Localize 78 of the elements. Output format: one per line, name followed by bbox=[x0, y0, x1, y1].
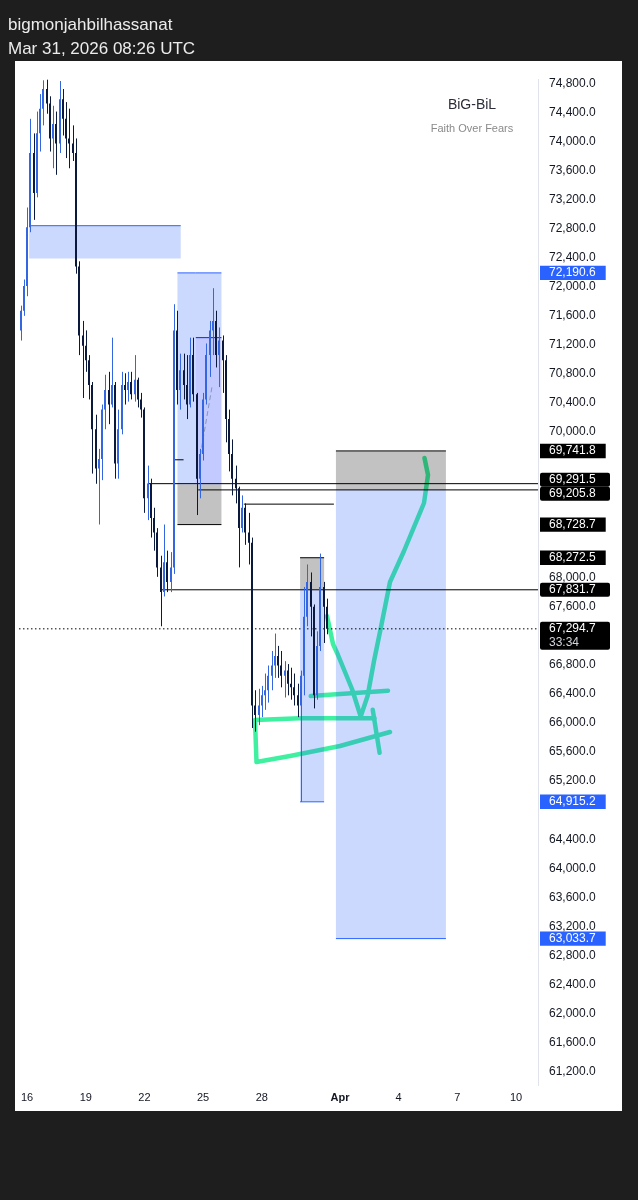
y-tick-label: 62,000.0 bbox=[549, 1006, 597, 1021]
y-tick-label: 73,600.0 bbox=[549, 162, 597, 177]
y-tick-label: 61,600.0 bbox=[549, 1035, 597, 1050]
candlestick bbox=[323, 581, 325, 644]
candlestick bbox=[186, 354, 188, 420]
candlestick bbox=[137, 377, 139, 408]
candlestick bbox=[108, 371, 110, 425]
data-label: 69,291.5 bbox=[549, 472, 597, 487]
candlestick bbox=[166, 550, 168, 593]
y-tick-label: 63,033.7 bbox=[549, 930, 597, 945]
x-tick-label: Apr bbox=[330, 1090, 351, 1103]
candlestick bbox=[287, 663, 289, 696]
x-tick-label: 10 bbox=[509, 1090, 523, 1103]
y-tick-label: 74,400.0 bbox=[549, 104, 597, 119]
x-tick-label: 16 bbox=[20, 1090, 34, 1103]
y-tick-label: 74,800.0 bbox=[549, 75, 597, 90]
y-tick-label: 65,600.0 bbox=[549, 744, 597, 759]
y-tick-label: 68,000.0 bbox=[549, 569, 597, 584]
candlestick bbox=[179, 353, 181, 411]
y-tick-label: 72,190.6 bbox=[549, 265, 597, 280]
x-tick-label: 7 bbox=[454, 1090, 461, 1103]
x-tick-label: 19 bbox=[79, 1090, 92, 1103]
candlestick bbox=[111, 337, 113, 408]
y-tick-label: 70,800.0 bbox=[549, 366, 597, 381]
x-tick-label: 28 bbox=[255, 1090, 268, 1103]
x-tick-label: 22 bbox=[138, 1090, 151, 1103]
text: 33:34 bbox=[549, 635, 580, 650]
chart-title: bigmonjahbilhassanat bbox=[8, 15, 173, 35]
y-tick-label: 69,741.8 bbox=[549, 443, 597, 458]
candlestick bbox=[82, 320, 84, 399]
candlestick bbox=[130, 371, 132, 400]
y-tick-label: 61,200.0 bbox=[549, 1064, 597, 1079]
y-tick-label: 64,915.2 bbox=[549, 794, 597, 809]
y-tick-label: 68,728.7 bbox=[549, 516, 597, 531]
candlestick bbox=[124, 372, 126, 406]
y-tick-label: 62,800.0 bbox=[549, 947, 597, 962]
candlestick bbox=[284, 660, 286, 699]
ref-line-label: 67,294.7 bbox=[549, 621, 597, 636]
y-tick-label: 66,800.0 bbox=[549, 657, 597, 672]
y-tick-label: 66,000.0 bbox=[549, 715, 597, 730]
y-tick-label: 67,600.0 bbox=[549, 598, 597, 613]
y-tick-label: 72,400.0 bbox=[549, 249, 597, 264]
y-tick-label: 63,600.0 bbox=[549, 889, 597, 904]
chart-subtitle: Mar 31, 2026 08:26 UTC bbox=[8, 39, 196, 59]
candlestick bbox=[241, 494, 243, 533]
y-tick-label: 68,272.5 bbox=[549, 550, 597, 565]
y-tick-label: 71,200.0 bbox=[549, 337, 597, 352]
y-tick-label: 71,600.0 bbox=[549, 308, 597, 323]
y-tick-label: 72,800.0 bbox=[549, 220, 597, 235]
y-tick-label: 65,200.0 bbox=[549, 773, 597, 788]
y-tick-label: 70,400.0 bbox=[549, 395, 597, 410]
data-label: 67,831.7 bbox=[549, 582, 597, 597]
candlestick bbox=[218, 326, 220, 388]
y-tick-label: 73,200.0 bbox=[549, 191, 597, 206]
candlestick bbox=[52, 105, 54, 169]
y-tick-label: 63,200.0 bbox=[549, 918, 597, 933]
candlestick bbox=[134, 354, 136, 403]
annotation: BiG-BiL bbox=[447, 96, 497, 113]
candlestick bbox=[280, 650, 282, 688]
x-tick-label: 4 bbox=[395, 1090, 402, 1103]
candlestick bbox=[62, 88, 64, 137]
y-tick-label: 64,000.0 bbox=[549, 860, 597, 875]
candlestick bbox=[271, 650, 273, 691]
y-tick-label: 66,400.0 bbox=[549, 686, 597, 701]
y-tick-label: 72,000.0 bbox=[549, 279, 597, 294]
y-tick-label: 74,000.0 bbox=[549, 133, 597, 148]
y-tick-label: 62,400.0 bbox=[549, 976, 597, 991]
y-tick-label: 70,000.0 bbox=[549, 424, 597, 439]
x-tick-label: 25 bbox=[196, 1090, 210, 1103]
candlestick bbox=[147, 465, 149, 521]
y-tick-label: 64,400.0 bbox=[549, 831, 597, 846]
candlestick bbox=[127, 371, 129, 403]
candlestick bbox=[277, 645, 279, 679]
candlestick bbox=[297, 683, 299, 718]
annotation: Faith Over Fears bbox=[430, 122, 514, 135]
candlestick bbox=[55, 111, 57, 176]
data-label: 69,205.8 bbox=[549, 486, 597, 501]
candlestick bbox=[258, 688, 260, 726]
